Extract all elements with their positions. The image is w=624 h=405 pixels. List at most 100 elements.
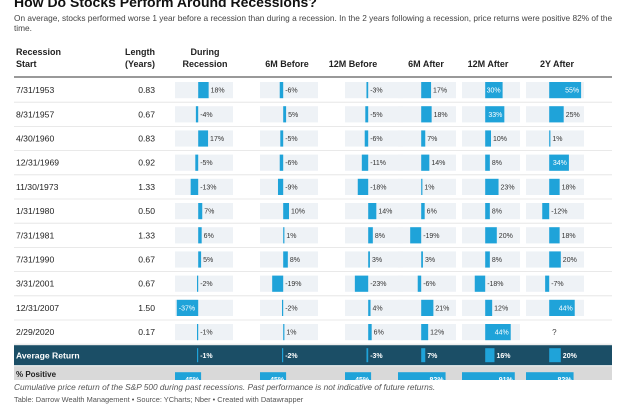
value-bar bbox=[485, 82, 503, 99]
value-bar bbox=[549, 82, 582, 99]
value-bar bbox=[485, 251, 490, 268]
row-start-date: 12/31/2007 bbox=[16, 303, 59, 313]
value-label: -18% bbox=[370, 184, 386, 191]
value-bar bbox=[283, 203, 289, 220]
value-label: -3% bbox=[370, 88, 382, 95]
value-label: 18% bbox=[434, 112, 448, 119]
row-length: 0.67 bbox=[138, 279, 155, 289]
positive-bar bbox=[345, 372, 372, 380]
value-bar bbox=[421, 178, 423, 195]
value-label: -9% bbox=[285, 184, 297, 191]
value-label: 6% bbox=[427, 209, 437, 216]
row-length: 1.33 bbox=[138, 182, 155, 192]
value-bar bbox=[485, 130, 491, 147]
average-value-label: 20% bbox=[563, 353, 578, 360]
value-label: 6% bbox=[204, 233, 214, 240]
value-label: 8% bbox=[492, 209, 502, 216]
value-label: -23% bbox=[370, 281, 386, 288]
value-bar bbox=[366, 82, 369, 99]
positive-bar bbox=[398, 372, 446, 380]
column-header-m12_before: 12M Before bbox=[329, 59, 378, 69]
value-bar bbox=[365, 106, 369, 123]
value-bar bbox=[354, 275, 369, 292]
positive-row-bg bbox=[14, 366, 612, 380]
row-start-date: 11/30/1973 bbox=[16, 182, 59, 192]
value-label: -19% bbox=[285, 281, 301, 288]
row-start-date: 7/31/1981 bbox=[16, 230, 54, 240]
value-cell-bg bbox=[175, 154, 233, 171]
value-cell-bg bbox=[260, 299, 318, 316]
value-cell-bg bbox=[175, 275, 233, 292]
value-cell-bg bbox=[260, 251, 318, 268]
value-label: 18% bbox=[562, 233, 576, 240]
positive-value-label: 45% bbox=[270, 377, 285, 380]
row-length: 0.92 bbox=[138, 158, 155, 168]
value-label: 20% bbox=[563, 257, 577, 264]
value-cell-bg bbox=[398, 275, 456, 292]
value-bar bbox=[421, 154, 430, 171]
average-value-label: 16% bbox=[496, 353, 511, 360]
value-bar bbox=[421, 82, 432, 99]
positive-bar bbox=[260, 372, 287, 380]
row-start-date: 7/31/1990 bbox=[16, 255, 54, 265]
positive-value-label: 45% bbox=[185, 377, 200, 380]
value-label: 25% bbox=[566, 112, 580, 119]
average-value-label: -2% bbox=[285, 353, 298, 360]
value-bar bbox=[421, 130, 426, 147]
value-label: -2% bbox=[200, 281, 212, 288]
value-cell-bg bbox=[260, 106, 318, 123]
row-start-date: 4/30/1960 bbox=[16, 134, 54, 144]
value-label: 1% bbox=[286, 233, 296, 240]
value-label: 44% bbox=[495, 330, 509, 337]
value-label: 44% bbox=[559, 305, 573, 312]
value-bar bbox=[549, 299, 575, 316]
value-label: 21% bbox=[435, 305, 449, 312]
value-label: 12% bbox=[494, 305, 508, 312]
value-cell-bg bbox=[345, 299, 403, 316]
value-bar bbox=[368, 227, 373, 244]
value-label: 14% bbox=[378, 209, 392, 216]
average-value-label: -1% bbox=[200, 353, 213, 360]
value-label: 17% bbox=[433, 88, 447, 95]
column-header-m12_after: 12M After bbox=[468, 59, 509, 69]
value-cell-bg bbox=[398, 178, 456, 195]
value-label: -19% bbox=[423, 233, 439, 240]
value-bar bbox=[474, 275, 486, 292]
value-label: 5% bbox=[288, 112, 298, 119]
value-label: 7% bbox=[427, 136, 437, 143]
value-bar bbox=[198, 227, 202, 244]
average-bar bbox=[197, 348, 199, 363]
average-row-bg bbox=[14, 345, 612, 366]
value-label: 3% bbox=[425, 257, 435, 264]
value-label: 17% bbox=[210, 136, 224, 143]
value-cell-bg bbox=[175, 227, 233, 244]
value-bar bbox=[368, 203, 377, 220]
value-label: 12% bbox=[430, 330, 444, 337]
value-bar bbox=[485, 203, 490, 220]
value-bar bbox=[272, 275, 284, 292]
average-bar bbox=[485, 348, 495, 363]
value-cell-bg bbox=[345, 154, 403, 171]
value-bar bbox=[421, 299, 434, 316]
average-row-label: Average Return bbox=[16, 351, 80, 361]
value-cell-bg bbox=[260, 82, 318, 99]
value-bar bbox=[283, 227, 285, 244]
value-bar bbox=[368, 251, 370, 268]
value-bar bbox=[197, 324, 199, 341]
value-bar bbox=[485, 227, 497, 244]
column-header-start: Recession bbox=[16, 47, 61, 57]
average-value-label: -3% bbox=[370, 353, 383, 360]
value-label: 1% bbox=[552, 136, 562, 143]
value-bar bbox=[364, 130, 369, 147]
value-cell-bg bbox=[398, 251, 456, 268]
row-start-date: 1/31/1980 bbox=[16, 206, 54, 216]
value-label: 6% bbox=[374, 330, 384, 337]
value-label: 1% bbox=[286, 330, 296, 337]
value-label: -37% bbox=[179, 305, 195, 312]
average-value-label: 7% bbox=[427, 353, 438, 360]
value-label: 1% bbox=[424, 184, 434, 191]
value-cell-bg bbox=[345, 130, 403, 147]
value-cell-bg bbox=[345, 106, 403, 123]
value-cell-bg bbox=[175, 106, 233, 123]
average-bar bbox=[421, 348, 426, 363]
